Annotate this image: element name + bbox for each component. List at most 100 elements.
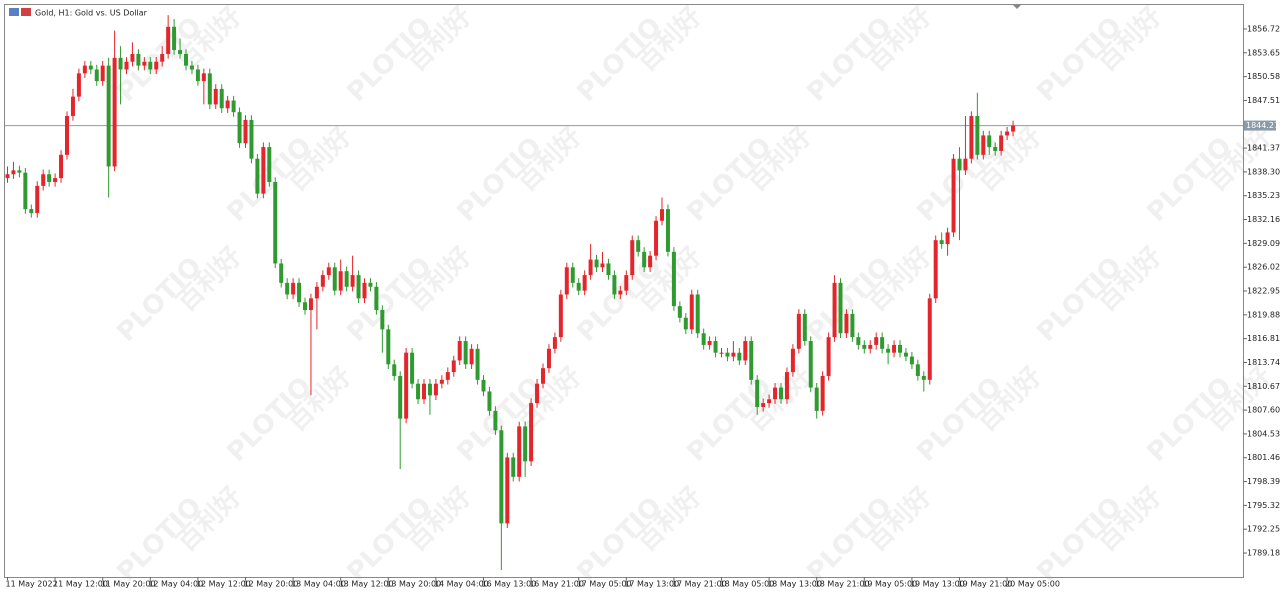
candle-body — [303, 302, 307, 311]
candle-body — [47, 174, 52, 182]
candle-body — [665, 209, 670, 252]
x-tick-label: 13 May 12:00 — [339, 580, 394, 589]
x-tick-label: 16 May 13:00 — [482, 580, 537, 589]
candle-body — [939, 240, 944, 245]
candle-body — [172, 26, 177, 51]
candle-body — [660, 209, 664, 221]
chart-icon — [9, 8, 19, 16]
candle-body — [291, 282, 296, 295]
candle-body — [184, 53, 188, 66]
y-tick-label: 1822.95 — [1247, 287, 1280, 296]
candle-body — [808, 341, 813, 388]
x-tick-label: 19 May 05:00 — [862, 580, 917, 589]
candle-body — [261, 147, 266, 194]
candle-body — [790, 348, 795, 373]
candle-body — [392, 364, 397, 376]
candle-body — [886, 348, 891, 353]
candle-body — [713, 341, 718, 353]
candle-body — [898, 344, 902, 353]
candle-body — [29, 209, 34, 214]
candle-body — [475, 348, 480, 380]
candle-body — [356, 275, 361, 299]
candle-body — [53, 178, 58, 182]
x-tick-label: 17 May 21:00 — [672, 580, 727, 589]
candle-body — [463, 341, 468, 365]
candle-body — [541, 368, 545, 384]
candle-body — [100, 65, 105, 82]
candle-body — [308, 298, 313, 311]
candle-body — [654, 220, 659, 256]
y-tick-label: 1853.65 — [1247, 48, 1280, 57]
candle-body — [243, 119, 248, 144]
candle-body — [154, 61, 159, 70]
candle-body — [416, 383, 421, 400]
candle-body — [582, 275, 587, 291]
candle-body — [249, 119, 254, 159]
candle-body — [826, 337, 831, 376]
y-tick-label: 1813.74 — [1247, 358, 1280, 367]
candle-body — [344, 271, 349, 287]
chart-title: Gold, H1: Gold vs. US Dollar — [35, 9, 148, 18]
y-tick-label: 1801.46 — [1247, 453, 1280, 462]
candle-body — [326, 267, 331, 276]
candle-body — [422, 383, 426, 400]
candle-body — [975, 116, 980, 155]
price-label: 1844.27 — [1246, 121, 1279, 130]
y-tick-label: 1835.23 — [1247, 191, 1280, 200]
candle-body — [189, 65, 194, 70]
y-tick-label: 1832.16 — [1247, 215, 1280, 224]
y-tick-label: 1816.81 — [1247, 334, 1280, 343]
candle-body — [832, 282, 837, 338]
candle-body — [957, 158, 962, 171]
candle-body — [558, 294, 563, 338]
candle-body — [398, 375, 403, 419]
candle-body — [630, 240, 635, 276]
x-tick-label: 12 May 04:00 — [148, 580, 203, 589]
candle-body — [279, 263, 284, 283]
candle-body — [332, 267, 337, 291]
candle-body — [963, 158, 968, 171]
candle-body — [523, 426, 528, 462]
candle-body — [320, 275, 325, 287]
candle-body — [933, 240, 938, 299]
candle-body — [981, 135, 986, 155]
y-tick-label: 1841.37 — [1247, 144, 1280, 153]
y-tick-label: 1838.30 — [1247, 167, 1280, 176]
candle-body — [404, 352, 409, 419]
candle-body — [112, 57, 117, 167]
y-tick-label: 1795.32 — [1247, 501, 1280, 510]
candle-body — [600, 263, 605, 268]
candle-body — [909, 356, 914, 365]
candle-body — [130, 53, 135, 62]
candle-body — [219, 88, 224, 109]
candle-body — [624, 275, 629, 291]
candle-body — [594, 259, 599, 268]
candle-body — [439, 379, 444, 384]
candle-body — [927, 298, 932, 380]
candle-body — [755, 379, 760, 407]
candle-body — [636, 240, 641, 252]
candle-body — [552, 337, 557, 349]
candle-body — [517, 426, 522, 477]
y-tick-label: 1850.58 — [1247, 72, 1280, 81]
candle-body — [814, 387, 819, 411]
candle-body — [838, 282, 843, 334]
candle-body — [410, 352, 415, 384]
candle-body — [701, 333, 706, 345]
candle-body — [445, 372, 450, 380]
candle-body — [201, 73, 206, 82]
candle-body — [570, 267, 575, 283]
candle-body — [267, 147, 272, 182]
x-tick-label: 12 May 12:00 — [196, 580, 251, 589]
candle-body — [612, 275, 617, 295]
candle-body — [749, 341, 754, 380]
x-tick-label: 17 May 13:00 — [624, 580, 679, 589]
candle-body — [844, 313, 849, 334]
x-tick-label: 17 May 05:00 — [577, 580, 632, 589]
candle-body — [207, 73, 212, 105]
candle-body — [588, 259, 593, 276]
candle-body — [142, 61, 147, 66]
candle-body — [65, 116, 69, 155]
